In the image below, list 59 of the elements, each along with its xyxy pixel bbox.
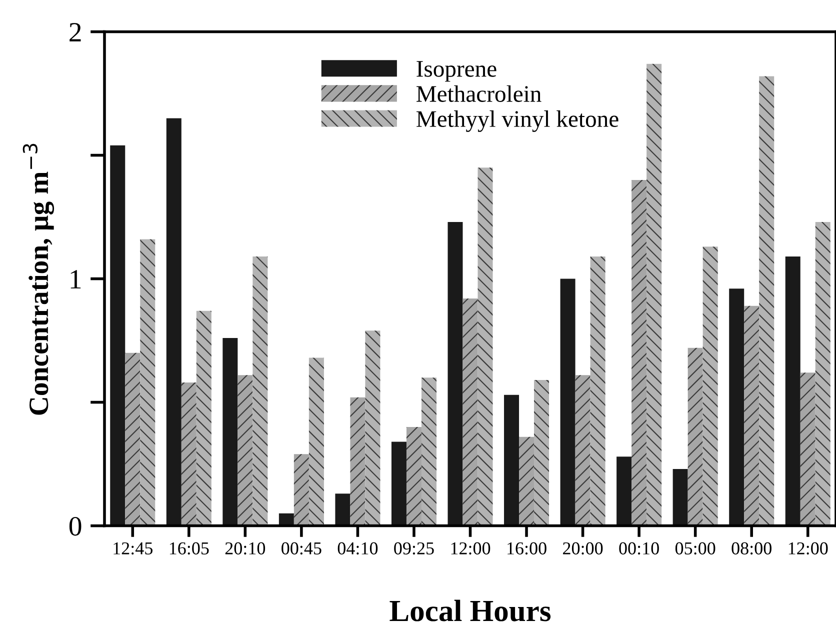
legend-label: Methyyl vinyl ketone [416, 110, 618, 132]
x-tick-label: 08:00 [732, 542, 772, 555]
bar [294, 454, 309, 526]
y-tick-label: 1 [70, 270, 81, 288]
bar [222, 338, 238, 526]
x-tick-label: 16:05 [170, 542, 209, 555]
x-tick-label: 09:25 [394, 542, 434, 555]
bar [504, 394, 520, 526]
legend-label: Methacrolein [416, 85, 542, 102]
y-tick-label: 2 [70, 22, 81, 42]
bar [759, 76, 774, 526]
bar [688, 348, 703, 526]
bar [672, 468, 688, 526]
x-tick-label: 12:00 [451, 542, 490, 555]
x-tick-label: 16:00 [508, 542, 546, 555]
bar [616, 456, 632, 526]
bar [590, 256, 606, 526]
bar [308, 358, 324, 526]
bar [702, 246, 718, 526]
legend-label: Isoprene [416, 61, 496, 82]
bar [166, 118, 182, 526]
bar [406, 426, 422, 526]
x-axis-title: Local Hours [390, 600, 551, 622]
bar [815, 222, 830, 526]
bar [252, 256, 268, 526]
bar [238, 375, 253, 526]
bar [110, 145, 126, 526]
bar [534, 380, 550, 526]
x-tick-label: 05:00 [675, 542, 716, 555]
x-tick-label: 20:10 [225, 542, 266, 555]
bar [800, 372, 816, 526]
bar [632, 180, 647, 526]
x-tick-label: 12:45 [114, 542, 152, 555]
x-tick-label: 04:10 [338, 542, 378, 555]
x-tick-label: 00:10 [619, 542, 659, 555]
x-tick-label: 20:00 [563, 542, 603, 555]
bar [519, 436, 534, 526]
bar [125, 352, 140, 526]
bar [646, 64, 662, 526]
bar [350, 397, 366, 526]
bar [729, 288, 744, 526]
bar [478, 168, 493, 526]
y-tick-label: 0 [69, 516, 82, 536]
bar [391, 442, 406, 526]
x-tick-label: 12:00 [788, 542, 828, 555]
bar [448, 222, 463, 526]
x-tick-label: 00:45 [282, 542, 322, 555]
bar [462, 298, 478, 526]
bar [181, 382, 196, 526]
bar [140, 239, 156, 526]
bar [421, 378, 436, 526]
bar [196, 310, 212, 526]
bar [575, 375, 590, 526]
bar [785, 256, 800, 526]
bar [365, 330, 380, 526]
y-axis-title: Concentration, μg m$^{−3}$ [22, 144, 54, 415]
bar [335, 494, 350, 526]
bar [560, 278, 576, 526]
bar [744, 306, 760, 526]
